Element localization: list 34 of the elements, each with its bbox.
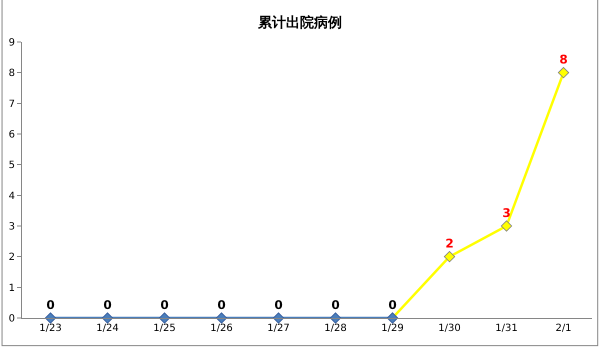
data-label: 0 bbox=[103, 298, 112, 312]
x-tick-label: 1/25 bbox=[153, 323, 176, 334]
y-tick-label: 3 bbox=[8, 222, 15, 232]
x-tick-label: 1/28 bbox=[324, 323, 347, 334]
data-label: 0 bbox=[274, 298, 283, 312]
y-tick-label: 2 bbox=[8, 252, 15, 264]
data-label: 3 bbox=[502, 206, 511, 220]
x-tick-label: 1/26 bbox=[210, 323, 233, 334]
y-tick-label: 8 bbox=[8, 68, 15, 80]
y-tick-label: 6 bbox=[8, 130, 15, 140]
x-tick-label: 1/23 bbox=[39, 323, 62, 334]
y-tick-label: 0 bbox=[8, 314, 15, 324]
x-tick-label: 2/1 bbox=[555, 323, 572, 334]
data-label: 2 bbox=[445, 236, 454, 251]
point bbox=[558, 67, 570, 78]
data-label: 0 bbox=[388, 298, 397, 312]
x-tick-label: 1/24 bbox=[96, 323, 119, 334]
y-tick-label: 9 bbox=[8, 38, 15, 48]
y-tick-label: 1 bbox=[8, 282, 15, 294]
chart-title: 累计出院病例 bbox=[257, 14, 342, 32]
point bbox=[500, 220, 512, 232]
y-tick-label: 4 bbox=[8, 190, 15, 202]
y-tick-label: 5 bbox=[8, 160, 15, 172]
data-label: 0 bbox=[217, 298, 226, 312]
x-tick-label: 1/27 bbox=[267, 323, 290, 334]
data-label: 8 bbox=[559, 52, 568, 67]
x-tick-label: 1/31 bbox=[495, 323, 518, 334]
data-label: 0 bbox=[331, 298, 340, 312]
data-label: 0 bbox=[46, 298, 55, 312]
y-tick-label: 7 bbox=[8, 98, 15, 110]
point bbox=[444, 251, 456, 262]
x-tick-label: 1/30 bbox=[438, 323, 461, 334]
data-label: 0 bbox=[160, 298, 169, 312]
x-tick-label: 1/29 bbox=[381, 323, 404, 334]
